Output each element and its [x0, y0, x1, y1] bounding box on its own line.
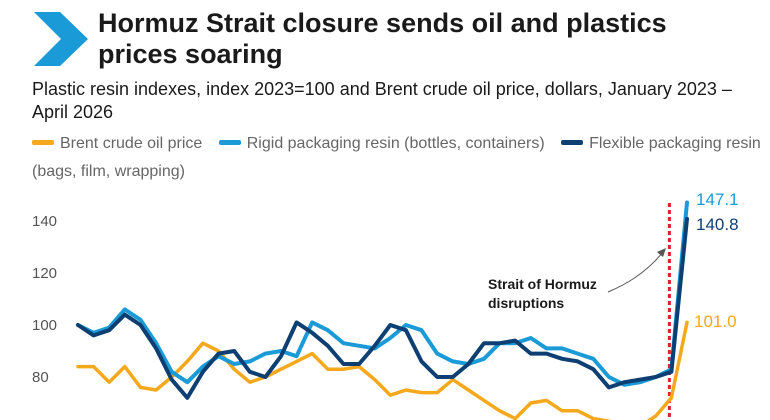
- legend: Brent crude oil price Rigid packaging re…: [32, 130, 762, 186]
- series-line-rigid: [76, 200, 689, 387]
- legend-label-flexible: Flexible packaging resin (bags, film, wr…: [32, 135, 761, 180]
- chevron-logo-icon: [34, 12, 88, 66]
- y-tick-label-80: 80: [32, 369, 49, 386]
- annotation-line-2: disruptions: [488, 295, 564, 311]
- legend-label-brent: Brent crude oil price: [60, 135, 203, 152]
- legend-item-rigid: Rigid packaging resin (bottles, containe…: [218, 135, 545, 152]
- annotation-line-1: Strait of Hormuz: [488, 276, 597, 292]
- y-tick-label-100: 100: [32, 317, 57, 334]
- end-value-labels: 101.0 147.1 140.8: [694, 190, 739, 331]
- series-line-flexible: [76, 216, 689, 400]
- annotation: Strait of Hormuz disruptions: [488, 248, 666, 311]
- end-label-flexible: 140.8: [696, 215, 739, 234]
- annotation-arrow: [607, 251, 664, 293]
- y-tick-label-120: 120: [32, 265, 57, 282]
- end-label-brent: 101.0: [694, 312, 737, 331]
- end-label-rigid: 147.1: [696, 190, 739, 209]
- chart-title: Hormuz Strait closure sends oil and plas…: [98, 8, 667, 69]
- series-line-brent: [76, 320, 689, 420]
- legend-swatch-brent: [32, 140, 54, 146]
- annotation-arrowhead: [657, 248, 666, 257]
- series-lines: [76, 200, 689, 420]
- legend-item-brent: Brent crude oil price: [32, 135, 202, 152]
- y-axis-ticks: 80 100 120 140: [32, 213, 57, 386]
- legend-item-flexible: Flexible packaging resin (bags, film, wr…: [32, 135, 761, 180]
- legend-swatch-rigid: [218, 140, 241, 146]
- y-tick-label-140: 140: [32, 213, 57, 230]
- legend-swatch-flexible: [561, 140, 584, 146]
- legend-label-rigid: Rigid packaging resin (bottles, containe…: [246, 135, 545, 152]
- chart-subtitle: Plastic resin indexes, index 2023=100 an…: [32, 79, 732, 122]
